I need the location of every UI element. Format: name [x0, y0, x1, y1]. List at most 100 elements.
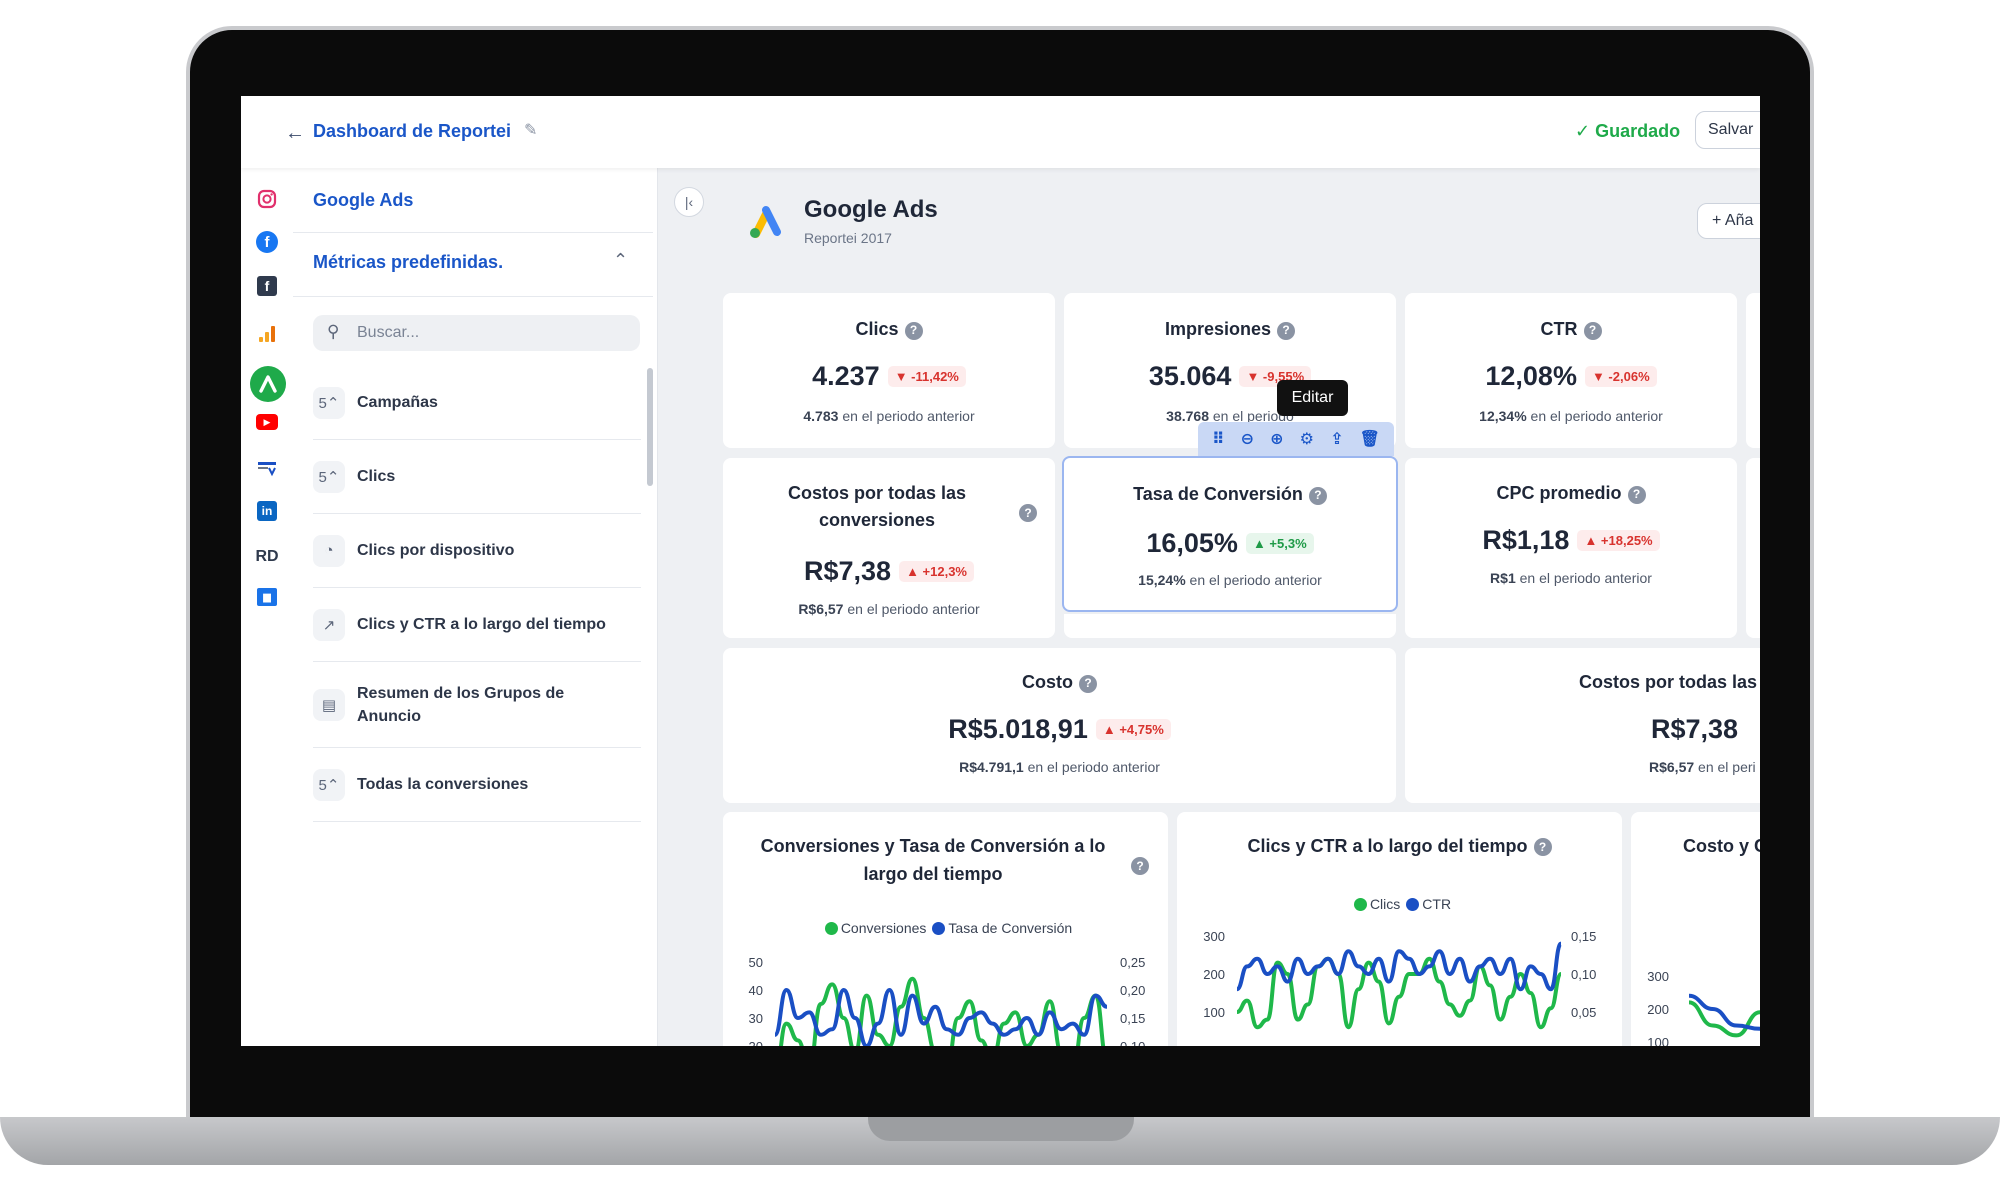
- upload-cloud-icon[interactable]: ⇪: [1330, 431, 1344, 448]
- metric-label: Campañas: [357, 394, 438, 411]
- help-icon[interactable]: ?: [1277, 321, 1296, 340]
- analytics-icon[interactable]: [254, 321, 280, 347]
- rd-station-icon[interactable]: RD: [255, 548, 279, 565]
- panel-scrollbar[interactable]: [647, 368, 653, 486]
- chart-card-conversiones[interactable]: Conversiones y Tasa de Conversión a lo l…: [723, 812, 1168, 1046]
- chart-card-costo-partial[interactable]: Costo y C 300 200 100: [1631, 812, 1760, 1046]
- metric-item-clics-por-dispositivo[interactable]: ◔ Clics por dispositivo: [313, 514, 641, 588]
- settings-gear-icon[interactable]: ⚙: [1299, 431, 1314, 448]
- metric-card-cpc-promedio[interactable]: CPC promedio? R$1,18 ▲ +18,25% R$1 en el …: [1405, 458, 1737, 638]
- chart-legend: Conversiones Tasa de Conversión: [723, 920, 1168, 936]
- back-arrow-icon[interactable]: ←: [285, 122, 305, 144]
- help-icon[interactable]: ?: [1079, 674, 1097, 693]
- previous-value: R$1: [1490, 570, 1516, 586]
- card-title: Costos por todas las conversiones: [787, 483, 967, 530]
- metric-label: Clics por dispositivo: [357, 542, 515, 559]
- card-value: R$5.018,91: [948, 714, 1088, 744]
- dashboard-title[interactable]: Dashboard de Reportei: [313, 121, 512, 141]
- legend-label: Conversiones: [840, 920, 927, 936]
- metrics-search[interactable]: ⚲: [313, 315, 640, 351]
- zoom-in-icon[interactable]: ⊕: [1270, 431, 1284, 448]
- help-icon[interactable]: ?: [1533, 838, 1552, 856]
- previous-value: 15,24%: [1138, 572, 1186, 588]
- previous-value: R$4.791,1: [959, 759, 1024, 775]
- drag-handle-icon[interactable]: ⠿: [1212, 431, 1225, 448]
- previous-value: 12,34%: [1479, 408, 1527, 424]
- search-input[interactable]: [357, 315, 627, 351]
- help-icon[interactable]: ?: [1019, 504, 1037, 522]
- y-axis-tick-left: 0: [1218, 1043, 1225, 1046]
- predefined-metrics-header[interactable]: Métricas predefinidas.: [313, 252, 504, 272]
- check-icon: ✓: [1575, 121, 1596, 141]
- y-axis-tick-left: 50: [749, 955, 763, 970]
- chart-clics-ctr-svg: 300 200 100 0 0,15 0,10 0,05 0: [1203, 929, 1596, 1046]
- card-title: Tasa de Conversión: [1133, 484, 1303, 504]
- metric-item-clics[interactable]: 5⌃ Clics: [313, 440, 641, 514]
- metric-card-costos-conversiones-2[interactable]: Costos por todas las R$7,38 R$6,57 en el…: [1405, 648, 1760, 803]
- previous-label: en el periodo anterior: [1530, 408, 1663, 424]
- change-badge: ▼ -11,42%: [887, 366, 966, 387]
- zoom-out-icon[interactable]: ⊖: [1240, 431, 1255, 448]
- trash-icon[interactable]: 🗑: [1359, 431, 1380, 448]
- edit-pencil-icon[interactable]: ✎: [524, 122, 538, 139]
- metric-card-partial[interactable]: [1746, 458, 1760, 638]
- metric-card-costos-conversiones[interactable]: Costos por todas las conversiones ? R$7,…: [723, 458, 1055, 638]
- previous-label: en el periodo anterior: [842, 408, 975, 424]
- metrics-panel: Google Ads Métricas predefinidas. ⌃ ⚲ 5⌃…: [293, 168, 658, 1046]
- help-icon[interactable]: ?: [1308, 486, 1327, 505]
- card-title: Clics: [855, 319, 899, 339]
- help-icon[interactable]: ?: [1627, 485, 1646, 504]
- facebook-pages-icon[interactable]: f: [257, 276, 277, 296]
- y-axis-tick-left: 100: [1203, 1005, 1225, 1020]
- help-icon[interactable]: ?: [1131, 857, 1149, 875]
- linkedin-icon[interactable]: in: [257, 501, 277, 521]
- google-ads-icon[interactable]: [250, 366, 286, 402]
- facebook-icon[interactable]: f: [256, 231, 278, 253]
- save-button[interactable]: Salvar: [1695, 111, 1760, 149]
- page-subtitle: Reportei 2017: [804, 230, 892, 246]
- instagram-icon[interactable]: [254, 186, 280, 212]
- card-title: Impresiones: [1164, 319, 1272, 339]
- metric-label: Clics y CTR a lo largo del tiempo: [357, 616, 606, 633]
- card-value: 4.237: [812, 361, 880, 391]
- divider: [293, 296, 653, 297]
- y-axis-tick-left: 40: [749, 983, 763, 998]
- mailchimp-icon[interactable]: [254, 456, 280, 482]
- previous-value: R$6,57: [1649, 759, 1695, 775]
- chevron-up-icon[interactable]: ⌃: [613, 250, 629, 270]
- metric-card-partial[interactable]: [1746, 293, 1760, 448]
- chart-card-clics-ctr[interactable]: Clics y CTR a lo largo del tiempo? Clics…: [1177, 812, 1622, 1046]
- legend-label: Clics: [1369, 896, 1401, 912]
- card-value: R$7,38: [803, 556, 892, 586]
- help-icon[interactable]: ?: [1583, 321, 1602, 340]
- metric-item-todas-conversiones[interactable]: 5⌃ Todas la conversiones: [313, 748, 641, 822]
- youtube-icon[interactable]: ▶: [256, 414, 278, 430]
- legend-label: CTR: [1422, 896, 1452, 912]
- metric-item-campanas[interactable]: 5⌃ Campañas: [313, 366, 641, 440]
- collapse-panel-button[interactable]: |‹: [674, 187, 704, 217]
- card-title: Costos por todas las: [1579, 672, 1758, 692]
- metric-card-ctr[interactable]: CTR? 12,08% ▼ -2,06% 12,34% en el periodo…: [1405, 293, 1737, 448]
- legend-swatch: [1406, 898, 1420, 911]
- metric-card-costo[interactable]: Costo? R$5.018,91 ▲ +4,75% R$4.791,1 en e…: [723, 648, 1396, 803]
- pie-chart-icon: ◔: [313, 534, 345, 567]
- y-axis-tick-left: 100: [1647, 1035, 1669, 1046]
- trend-icon: ↗: [313, 608, 345, 641]
- metric-card-clics[interactable]: Clics? 4.237 ▼ -11,42% 4.783 en el period…: [723, 293, 1055, 448]
- google-my-business-icon[interactable]: ▆: [257, 588, 277, 606]
- legend-label: Tasa de Conversión: [948, 920, 1073, 936]
- panel-brand: Google Ads: [313, 190, 414, 210]
- card-filler: [1064, 614, 1396, 638]
- metric-card-tasa-conversion[interactable]: Tasa de Conversión? 16,05% ▲ +5,3% 15,24%…: [1062, 456, 1398, 612]
- saved-status: ✓ Guardado: [1575, 121, 1681, 141]
- add-widget-button[interactable]: + Aña: [1697, 203, 1760, 239]
- series-line-1: [1236, 956, 1563, 1030]
- y-axis-tick-right: 0,25: [1120, 955, 1145, 970]
- previous-value: 38.768: [1166, 408, 1209, 424]
- legend-swatch: [932, 922, 946, 935]
- help-icon[interactable]: ?: [904, 321, 923, 340]
- metric-item-clics-y-ctr[interactable]: ↗ Clics y CTR a lo largo del tiempo: [313, 588, 641, 662]
- previous-label: en el periodo anterior: [1519, 570, 1652, 586]
- number-icon: 5⌃: [313, 460, 345, 493]
- metric-item-resumen-grupos[interactable]: ▤ Resumen de los Grupos de Anuncio: [313, 662, 641, 748]
